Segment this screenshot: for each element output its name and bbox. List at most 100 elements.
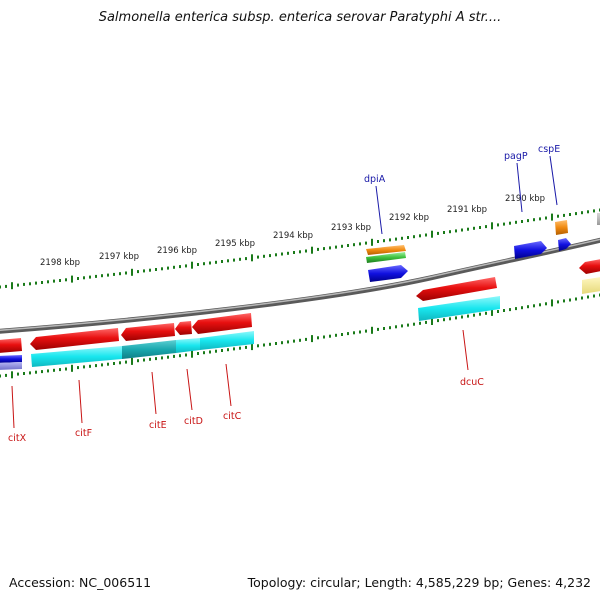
gene-dcuC-feature[interactable]	[416, 277, 500, 321]
gene-label-citC[interactable]: citC	[223, 411, 242, 422]
scale-label-2198: 2198 kbp	[40, 258, 80, 268]
outer-track-minor-tick	[389, 238, 391, 242]
inner-track-minor-tick	[377, 327, 379, 331]
gene-citX-leader-line	[11, 385, 15, 429]
inner-track-minor-tick	[425, 320, 427, 324]
gene-citD-feature[interactable]	[175, 321, 200, 353]
inner-track-minor-tick	[149, 357, 151, 361]
inner-track-minor-tick	[23, 372, 25, 375]
outer-track-minor-tick	[347, 244, 349, 247]
outer-track-minor-tick	[509, 221, 511, 225]
outer-track-minor-tick	[515, 220, 517, 224]
inner-track-minor-tick	[407, 323, 409, 327]
gene-dcuC-red-arrow	[416, 277, 497, 301]
outer-track-minor-tick	[155, 268, 157, 271]
gene-label-pagP[interactable]: pagP	[504, 151, 528, 162]
inner-track-minor-tick	[173, 354, 175, 358]
gene-label-citE[interactable]: citE	[149, 420, 167, 431]
gene-edge-red-arrow	[579, 259, 600, 274]
inner-track-major-tick	[371, 326, 373, 334]
scale-label-2197: 2197 kbp	[99, 252, 139, 262]
outer-track-minor-tick	[545, 216, 547, 220]
gene-label-citD[interactable]: citD	[184, 416, 203, 427]
outer-track-minor-tick	[533, 218, 535, 222]
inner-track-minor-tick	[161, 356, 163, 360]
inner-track-minor-tick	[185, 353, 187, 357]
inner-track-minor-tick	[5, 373, 7, 377]
scale-label-2194: 2194 kbp	[273, 231, 313, 241]
outer-track-major-tick	[191, 261, 193, 269]
gene-pagP-blue-arrow[interactable]	[514, 241, 547, 259]
inner-track-minor-tick	[473, 313, 475, 317]
gene-citC-leader-line	[225, 363, 232, 407]
inner-track-minor-tick	[383, 327, 385, 330]
gene-citF-feature[interactable]	[30, 328, 122, 367]
inner-tick-track	[0, 293, 600, 379]
outer-track-minor-tick	[467, 227, 469, 231]
gene-label-citX[interactable]: citX	[8, 433, 27, 444]
gene-citC-feature[interactable]	[192, 313, 254, 350]
inner-track-minor-tick	[437, 319, 439, 323]
inner-track-minor-tick	[281, 341, 283, 345]
gene-dpiA-feature[interactable]	[366, 245, 408, 282]
outer-track-minor-tick	[275, 253, 277, 257]
outer-track-major-tick	[311, 246, 313, 254]
outer-track-minor-tick	[527, 219, 529, 223]
inner-track-minor-tick	[581, 296, 583, 300]
gene-label-dcuC[interactable]: dcuC	[460, 377, 484, 388]
gene-label-citF[interactable]: citF	[75, 428, 92, 439]
gene-cspE-orange-block[interactable]	[555, 220, 568, 235]
outer-track-minor-tick	[119, 272, 121, 276]
outer-track-minor-tick	[215, 260, 217, 264]
outer-track-minor-tick	[125, 271, 127, 275]
inner-track-minor-tick	[119, 361, 121, 365]
outer-track-minor-tick	[233, 258, 235, 262]
gene-citC-cyan-block	[200, 331, 254, 350]
outer-track-minor-tick	[5, 284, 7, 288]
outer-track-minor-tick	[95, 274, 97, 278]
gene-dpiA-orange-block	[366, 245, 406, 255]
outer-track-minor-tick	[257, 255, 259, 259]
outer-track-minor-tick	[299, 250, 301, 254]
outer-track-minor-tick	[383, 239, 385, 243]
inner-track-minor-tick	[521, 306, 523, 310]
scale-label-2191: 2191 kbp	[447, 205, 487, 215]
chromosome-backbone-highlight	[0, 238, 600, 331]
outer-track-minor-tick	[209, 261, 211, 265]
gene-citF-red-arrow	[30, 328, 119, 350]
gene-cspE-blue-arrow[interactable]	[558, 238, 571, 251]
outer-track-minor-tick	[587, 210, 589, 214]
gene-label-cspE[interactable]: cspE	[538, 144, 560, 155]
gene-label-dpiA[interactable]: dpiA	[364, 174, 386, 185]
inner-track-minor-tick	[155, 357, 157, 361]
outer-track-minor-tick	[149, 268, 151, 272]
gene-citE-red-arrow	[121, 323, 175, 341]
outer-track-minor-tick	[113, 272, 115, 276]
inner-track-minor-tick	[167, 355, 169, 359]
inner-track-minor-tick	[569, 298, 571, 302]
gene-citE-leader-line	[151, 371, 157, 415]
outer-track-minor-tick	[437, 231, 439, 235]
inner-track-minor-tick	[401, 324, 403, 328]
scale-label-2195: 2195 kbp	[215, 239, 255, 249]
outer-track-minor-tick	[269, 254, 271, 258]
inner-track-minor-tick	[107, 362, 109, 366]
gene-citE-feature[interactable]	[121, 323, 176, 359]
inner-track-minor-tick	[47, 369, 49, 373]
gene-dpiA-blue-arrow	[368, 265, 408, 282]
inner-track-minor-tick	[479, 312, 481, 316]
outer-track-minor-tick	[407, 236, 409, 239]
gene-citX-feature[interactable]	[0, 338, 22, 370]
outer-track-major-tick	[371, 238, 373, 246]
inner-track-minor-tick	[29, 371, 31, 375]
inner-track-minor-tick	[17, 372, 19, 376]
inner-track-major-tick	[131, 357, 133, 365]
outer-track-minor-tick	[59, 279, 61, 282]
inner-track-minor-tick	[389, 326, 391, 330]
outer-track-minor-tick	[227, 259, 229, 263]
outer-track-minor-tick	[239, 257, 241, 261]
outer-track-minor-tick	[539, 217, 541, 221]
inner-track-minor-tick	[215, 349, 217, 353]
gene-citD-leader-line	[186, 368, 193, 411]
gene-dcuC-cyan-block	[418, 296, 500, 321]
